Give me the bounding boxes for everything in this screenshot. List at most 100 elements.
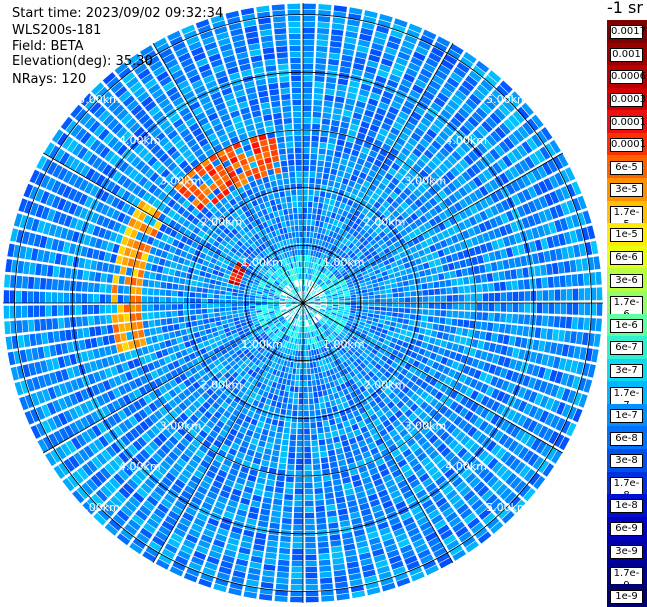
range-gate bbox=[271, 316, 277, 321]
range-gate bbox=[298, 404, 303, 411]
range-gate bbox=[216, 397, 224, 406]
range-gate bbox=[510, 269, 517, 280]
range-gate bbox=[128, 496, 141, 508]
range-gate bbox=[142, 192, 152, 202]
range-gate bbox=[318, 272, 322, 278]
range-gate bbox=[488, 303, 495, 312]
range-gate bbox=[327, 375, 333, 383]
range-gate bbox=[382, 275, 390, 281]
range-gate bbox=[374, 396, 382, 404]
range-gate bbox=[287, 308, 293, 311]
range-gate bbox=[330, 325, 336, 331]
range-gate bbox=[488, 312, 495, 322]
range-gate bbox=[326, 149, 334, 156]
range-gate bbox=[257, 314, 264, 318]
range-gate bbox=[505, 183, 516, 195]
range-gate bbox=[415, 397, 424, 406]
range-gate bbox=[311, 380, 316, 386]
range-gate bbox=[367, 288, 374, 293]
range-gate bbox=[537, 252, 545, 264]
range-gate bbox=[356, 540, 369, 549]
range-gate bbox=[326, 510, 337, 517]
range-gate bbox=[371, 383, 379, 391]
range-gate bbox=[567, 406, 577, 420]
range-gate bbox=[154, 176, 164, 186]
range-gate bbox=[152, 209, 162, 219]
range-gate bbox=[422, 303, 429, 309]
range-gate bbox=[195, 449, 205, 459]
range-gate bbox=[274, 297, 280, 300]
range-gate bbox=[414, 209, 423, 218]
range-gate bbox=[173, 406, 183, 415]
range-gate bbox=[409, 458, 419, 468]
range-gate bbox=[368, 246, 375, 253]
range-gate bbox=[219, 303, 226, 308]
range-gate bbox=[260, 383, 267, 391]
range-gate bbox=[277, 358, 282, 365]
range-gate bbox=[136, 532, 150, 544]
range-gate bbox=[173, 527, 186, 538]
range-gate bbox=[518, 446, 529, 460]
range-gate bbox=[79, 207, 89, 220]
range-gate bbox=[345, 352, 351, 359]
range-gate bbox=[118, 385, 127, 396]
range-gate bbox=[249, 405, 257, 413]
range-gate bbox=[416, 516, 429, 526]
range-gate bbox=[475, 392, 485, 403]
range-gate bbox=[344, 380, 351, 388]
range-gate bbox=[315, 285, 320, 291]
range-gate bbox=[306, 350, 309, 357]
range-gate bbox=[164, 355, 172, 364]
range-gate bbox=[207, 308, 214, 313]
range-gate bbox=[286, 305, 292, 308]
range-gate bbox=[426, 237, 434, 246]
range-gate bbox=[482, 362, 491, 372]
range-gate bbox=[139, 449, 151, 460]
range-gate bbox=[135, 231, 144, 241]
range-gate bbox=[303, 111, 312, 118]
range-gate bbox=[248, 276, 255, 281]
range-gate bbox=[309, 332, 313, 338]
range-gate bbox=[152, 238, 160, 248]
range-gate bbox=[270, 400, 277, 407]
range-gate bbox=[315, 505, 325, 512]
range-gate bbox=[178, 382, 187, 391]
range-gate bbox=[116, 343, 124, 353]
range-gate bbox=[293, 296, 299, 300]
range-gate bbox=[380, 375, 388, 383]
range-gate bbox=[402, 516, 415, 527]
range-gate bbox=[330, 244, 336, 251]
range-gate bbox=[170, 532, 184, 543]
range-gate bbox=[355, 415, 363, 423]
range-gate bbox=[339, 279, 345, 284]
range-gate bbox=[112, 243, 120, 254]
range-gate bbox=[120, 528, 134, 541]
range-gate bbox=[393, 95, 405, 105]
range-gate bbox=[257, 421, 265, 428]
range-gate bbox=[445, 237, 454, 246]
range-gate bbox=[303, 39, 315, 46]
range-gate bbox=[294, 386, 299, 393]
range-gate bbox=[98, 250, 106, 261]
range-gate bbox=[335, 145, 344, 152]
range-gate bbox=[289, 349, 293, 356]
range-gate bbox=[404, 308, 411, 314]
range-gate bbox=[112, 412, 122, 424]
range-gate bbox=[573, 244, 581, 258]
range-gate bbox=[374, 269, 381, 275]
range-gate bbox=[419, 521, 432, 532]
range-gate bbox=[456, 175, 467, 186]
range-gate bbox=[86, 478, 98, 492]
range-gate bbox=[139, 223, 148, 233]
range-gate bbox=[463, 490, 476, 502]
range-gate bbox=[267, 534, 279, 542]
range-gate bbox=[380, 311, 386, 316]
range-gate bbox=[255, 325, 262, 330]
range-gate bbox=[326, 407, 333, 414]
range-gate bbox=[371, 367, 379, 374]
range-gate bbox=[282, 353, 287, 360]
range-gate bbox=[521, 174, 532, 187]
range-gate bbox=[373, 201, 381, 209]
range-gate bbox=[218, 344, 226, 351]
range-gate bbox=[140, 164, 151, 175]
